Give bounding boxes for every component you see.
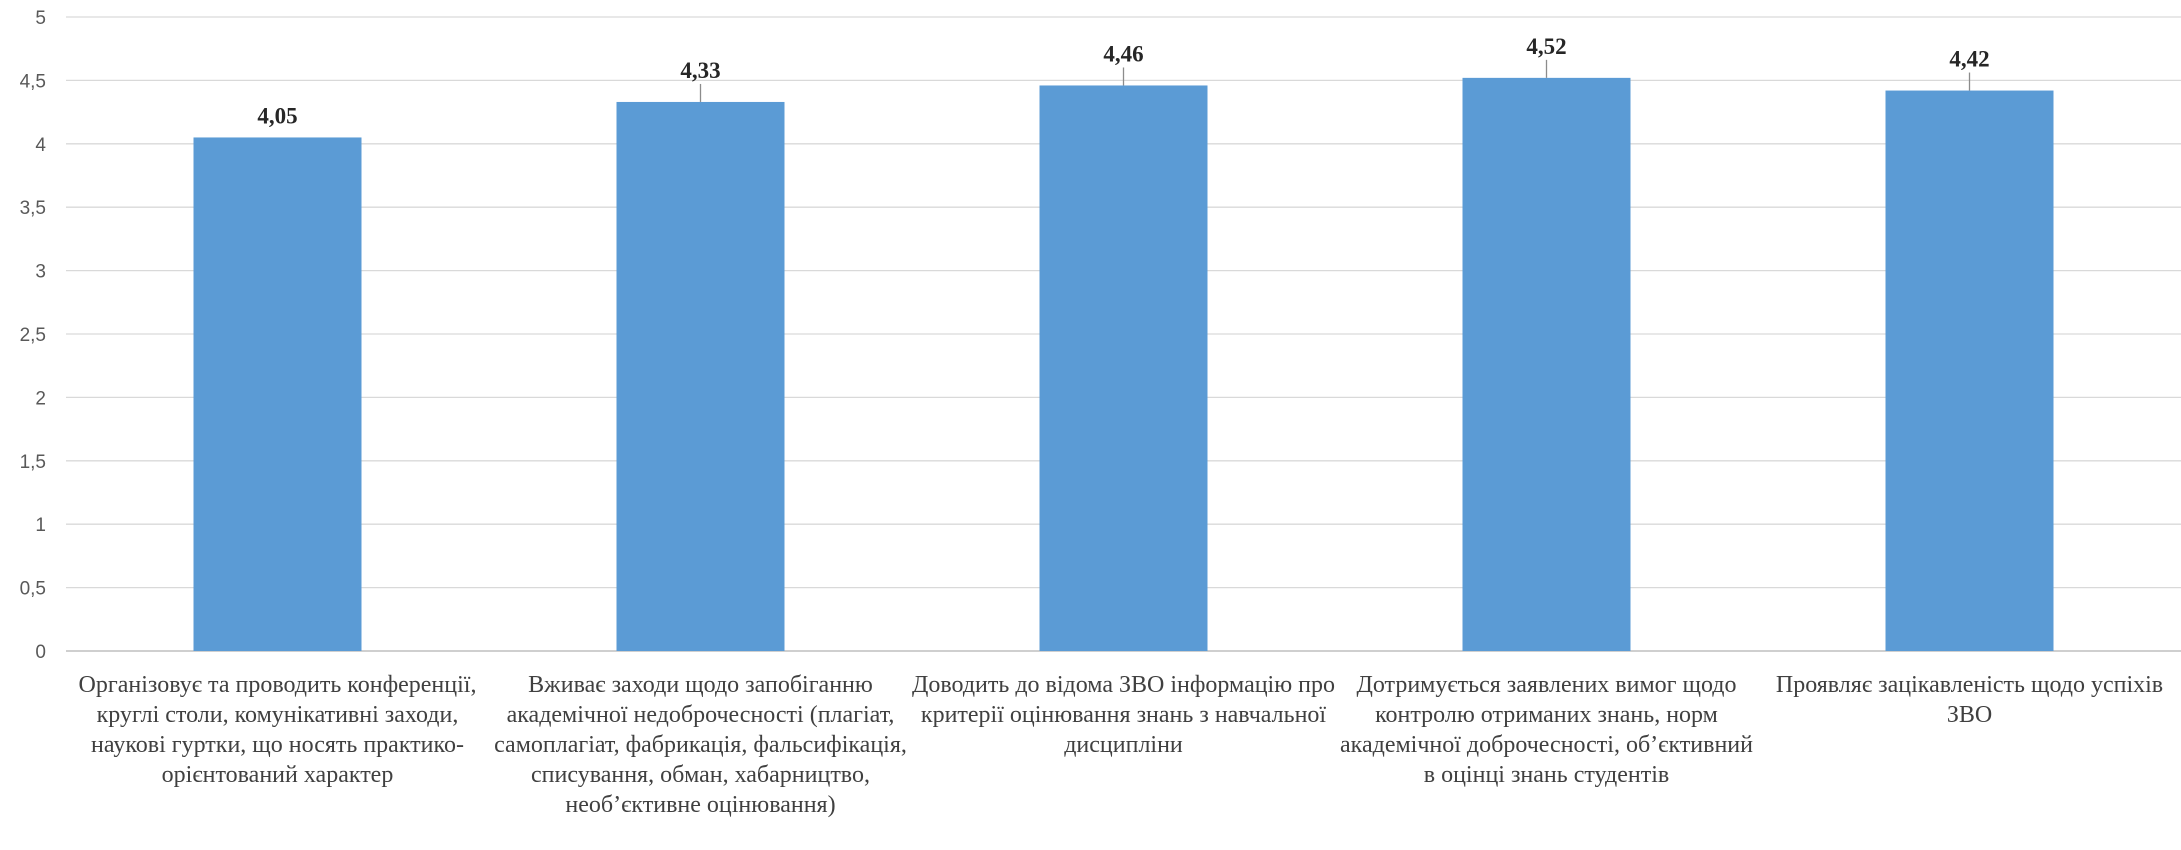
y-tick-label: 3,5 — [20, 198, 46, 219]
y-axis-ticks: 0 0,5 1 1,5 2 2,5 3 3,5 4 4,5 5 — [20, 8, 47, 663]
y-tick-label: 4 — [35, 135, 46, 156]
bars — [193, 77, 2054, 652]
bar — [1462, 77, 1631, 651]
x-tick-label: Проявляє зацікавленість щодо успіхів ЗВО — [1775, 672, 2164, 728]
data-label: 4,33 — [680, 58, 720, 83]
y-tick-label: 0 — [35, 642, 46, 663]
bar — [193, 137, 362, 651]
bar — [1039, 85, 1208, 652]
y-tick-label: 2,5 — [20, 325, 46, 346]
data-label: 4,42 — [1949, 47, 1989, 72]
y-tick-label: 5 — [35, 8, 46, 29]
bar — [616, 101, 785, 652]
y-tick-label: 4,5 — [20, 71, 46, 92]
x-tick-label: Вживає заходи щодо запобіганню академічн… — [494, 672, 907, 818]
x-tick-label: Дотримується заявлених вимог щодо контро… — [1340, 672, 1753, 788]
y-tick-label: 2 — [35, 388, 46, 409]
data-label: 4,46 — [1103, 41, 1143, 66]
y-tick-label: 1,5 — [20, 452, 46, 473]
x-tick-label: Доводить до відома ЗВО інформацію про кр… — [912, 672, 1335, 758]
y-tick-label: 0,5 — [20, 579, 46, 600]
data-label: 4,52 — [1526, 34, 1566, 59]
x-tick-label: Організовує та проводить конференції, кр… — [78, 672, 477, 788]
y-tick-label: 1 — [35, 515, 46, 536]
data-labels: 4,05 4,33 4,46 4,52 4,42 — [257, 34, 1989, 129]
y-tick-label: 3 — [35, 262, 46, 283]
data-label: 4,05 — [257, 103, 297, 128]
bar — [1885, 90, 2054, 651]
